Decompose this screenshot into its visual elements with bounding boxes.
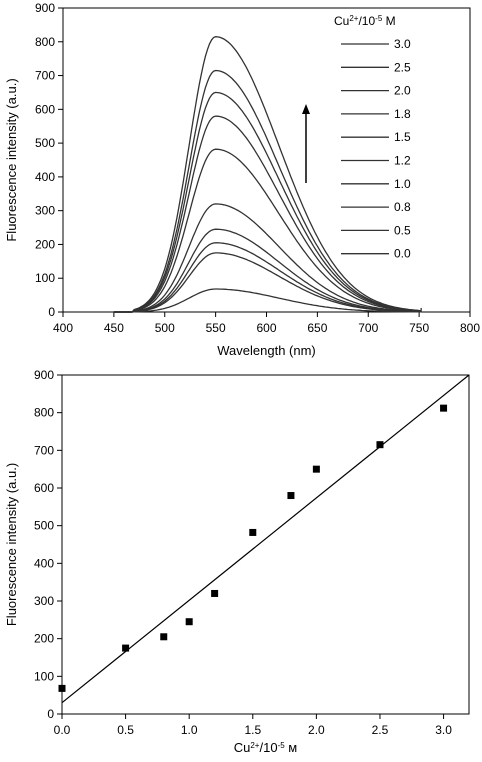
legend-title: Cu2+/10-5 M [334,14,396,29]
y-tick-label: 300 [34,594,54,608]
x-axis-title: Cu2+/10-5 м [234,740,298,755]
x-tick-label: 700 [358,321,378,335]
plot-frame [61,374,470,715]
x-tick-label: 0.5 [117,723,134,737]
emission-spectra-chart: 400 450 500 550 600 650 700 750 800 0 100 200 300 400… [4,1,480,358]
legend-label-2.0: 2.0 [394,84,411,98]
concentration-arrowhead [302,104,310,114]
x-tick-label: 2.5 [372,723,389,737]
data-point-9 [440,404,448,412]
calibration-scatter-chart: 0.0 0.5 1.0 1.5 2.0 2.5 3.0 0 100 200 300 400 500 600… [4,368,470,755]
x-tick-label: 500 [155,321,175,335]
y-axis-title: Fluorescence intensity (a.u.) [4,463,19,626]
spectrum-line-1.8 [113,115,422,313]
y-tick-label: 400 [34,556,54,570]
legend-label-2.5: 2.5 [394,60,411,74]
y-tick-label: 800 [34,406,54,420]
y-tick-label: 400 [35,170,55,184]
y-tick-label: 900 [35,1,55,15]
y-tick-label: 600 [34,481,54,495]
spectrum-line-1.2 [113,203,422,313]
y-tick-label: 500 [35,136,55,150]
data-point-8 [376,441,384,449]
x-tick-label: 3.0 [435,723,452,737]
data-point-0 [58,684,66,692]
y-tick-label: 500 [34,519,54,533]
fit-line [61,374,470,704]
legend-label-1.5: 1.5 [394,130,411,144]
y-tick-label: 700 [34,443,54,457]
data-point-2 [160,633,168,641]
y-tick-label: 700 [35,69,55,83]
x-tick-label: 450 [104,321,124,335]
y-tick-label: 0 [48,305,55,319]
x-tick-label: 1.5 [244,723,261,737]
x-axis-title: Wavelength (nm) [217,343,316,358]
y-tick-label: 900 [34,368,54,382]
x-tick-label: 1.0 [181,723,198,737]
legend-label-3.0: 3.0 [394,37,411,51]
x-tick-label: 400 [53,321,73,335]
data-point-6 [287,492,295,500]
spectrum-line-0.5 [113,252,422,313]
legend-label-1.2: 1.2 [394,154,411,168]
y-tick-label: 300 [35,204,55,218]
legend-label-0.5: 0.5 [394,223,411,237]
y-tick-label: 100 [35,271,55,285]
spectrum-line-1.0 [113,228,422,313]
spectrum-line-2.5 [113,69,422,313]
data-point-5 [249,528,257,536]
data-point-7 [312,465,320,473]
x-tick-label: 650 [307,321,327,335]
legend-label-0.0: 0.0 [394,247,411,261]
legend-label-1.0: 1.0 [394,177,411,191]
data-point-4 [211,589,219,597]
legend-label-0.8: 0.8 [394,200,411,214]
data-point-3 [185,618,193,626]
x-tick-label: 750 [409,321,429,335]
x-tick-label: 2.0 [308,723,325,737]
y-tick-label: 800 [35,35,55,49]
data-point-1 [122,644,130,652]
legend-label-1.8: 1.8 [394,107,411,121]
y-tick-label: 200 [35,237,55,251]
x-tick-label: 800 [460,321,480,335]
x-tick-label: 550 [206,321,226,335]
y-tick-label: 100 [34,669,54,683]
y-axis-title: Fluorescence intensity (a.u.) [4,78,19,241]
spectrum-line-2.0 [113,91,422,313]
spectrum-line-3.0 [113,36,422,313]
spectrum-line-1.5 [113,148,422,313]
x-tick-label: 600 [256,321,276,335]
y-tick-label: 200 [34,632,54,646]
y-tick-label: 0 [47,707,54,721]
spectrum-line-0.0 [113,288,422,313]
y-tick-label: 600 [35,102,55,116]
x-tick-label: 0.0 [54,723,71,737]
